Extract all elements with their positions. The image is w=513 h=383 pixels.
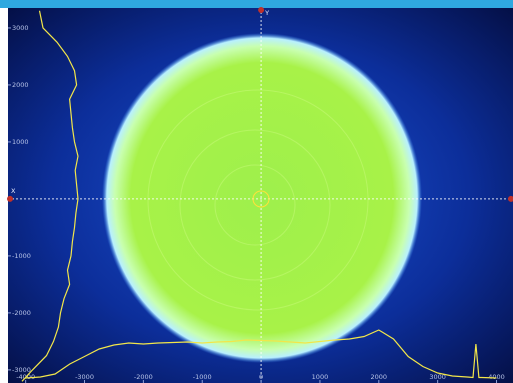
y-tick-label: 1000 [12, 138, 29, 146]
x-tick-label: -3000 [75, 373, 94, 381]
x-axis-label: X [11, 187, 16, 195]
y-tick-label: -3000 [12, 366, 31, 374]
title-strip [0, 0, 513, 8]
fringe-rings [147, 89, 369, 311]
axis-end-marker [508, 195, 513, 202]
y-tick-label: -2000 [12, 309, 31, 317]
y-tick-label: 2000 [12, 81, 29, 89]
y-axis-label: Y [264, 9, 269, 17]
axis-end-marker [7, 195, 13, 202]
y-tick-label: 3000 [12, 24, 29, 32]
x-tick-label: 0 [259, 373, 263, 381]
y-tick-label: -1000 [12, 252, 31, 260]
vertical-profile [21, 10, 79, 382]
axis-end-marker [258, 7, 265, 13]
x-tick-label: 2000 [371, 373, 388, 381]
x-tick-label: 4000 [488, 373, 505, 381]
x-tick-label: -2000 [134, 373, 153, 381]
x-tick-label: 3000 [429, 373, 446, 381]
center-marker [252, 190, 270, 208]
horizontal-profile [25, 329, 497, 379]
x-tick-label: 1000 [312, 373, 329, 381]
beam-spot [102, 33, 422, 363]
x-tick-label: -1000 [193, 373, 212, 381]
